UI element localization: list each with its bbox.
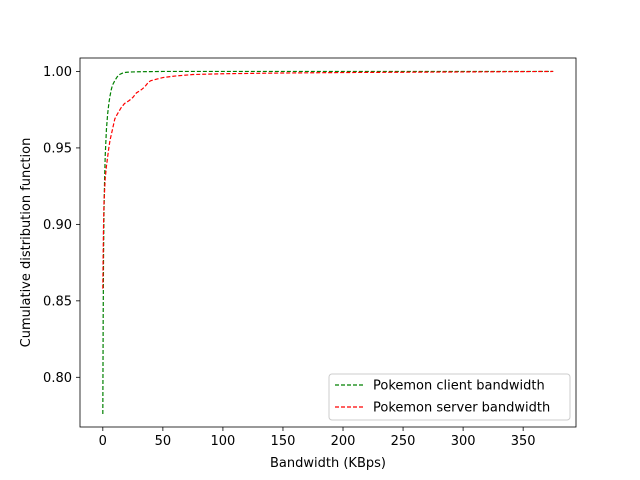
legend-label-client: Pokemon client bandwidth xyxy=(373,379,545,394)
x-axis: 0 50 100 150 200 250 300 350 xyxy=(99,427,536,449)
legend: Pokemon client bandwidth Pokemon server … xyxy=(328,373,571,421)
x-tick-label: 150 xyxy=(271,434,296,449)
legend-label-server: Pokemon server bandwidth xyxy=(373,401,550,416)
x-tick-label: 0 xyxy=(99,434,107,449)
x-tick-label: 300 xyxy=(451,434,476,449)
plot-frame xyxy=(79,57,577,428)
series-line-0 xyxy=(102,70,554,415)
y-tick-label: 0.80 xyxy=(43,371,72,386)
x-tick-label: 50 xyxy=(155,434,172,449)
series-line-1 xyxy=(102,70,554,289)
y-tick-label: 1.00 xyxy=(43,65,72,80)
x-axis-label: Bandwidth (KBps) xyxy=(270,456,386,471)
x-tick-label: 350 xyxy=(511,434,536,449)
y-tick-label: 0.90 xyxy=(43,218,72,233)
plot-lines xyxy=(102,70,554,415)
y-axis: 0.80 0.85 0.90 0.95 1.00 xyxy=(43,65,80,386)
x-tick-label: 100 xyxy=(211,434,236,449)
x-tick-label: 250 xyxy=(391,434,416,449)
legend-box xyxy=(328,373,571,421)
x-tick-label: 200 xyxy=(331,434,356,449)
y-tick-label: 0.95 xyxy=(43,141,72,156)
y-tick-label: 0.85 xyxy=(43,294,72,309)
y-axis-label: Cumulative distribution function xyxy=(19,138,34,348)
